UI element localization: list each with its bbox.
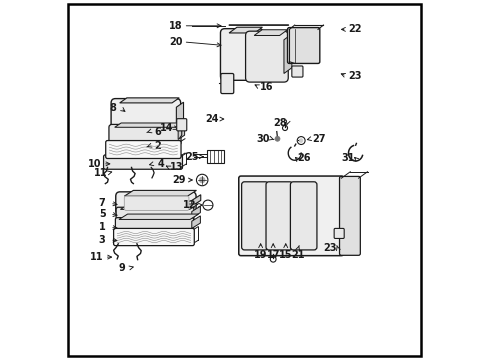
Polygon shape xyxy=(191,195,201,206)
FancyBboxPatch shape xyxy=(291,66,303,77)
Polygon shape xyxy=(119,214,198,220)
Text: 22: 22 xyxy=(347,24,361,35)
FancyBboxPatch shape xyxy=(265,182,292,250)
FancyBboxPatch shape xyxy=(116,207,194,222)
Text: 5: 5 xyxy=(99,209,105,219)
FancyBboxPatch shape xyxy=(109,125,181,145)
Bar xyxy=(206,150,224,163)
Polygon shape xyxy=(191,216,200,228)
Polygon shape xyxy=(120,204,198,210)
FancyBboxPatch shape xyxy=(105,140,181,158)
FancyBboxPatch shape xyxy=(111,99,180,132)
Text: 20: 20 xyxy=(168,37,182,47)
Text: 14: 14 xyxy=(160,123,173,133)
Text: 13: 13 xyxy=(170,162,183,172)
Polygon shape xyxy=(258,32,266,72)
Text: 31: 31 xyxy=(340,153,354,163)
Text: 7: 7 xyxy=(99,198,105,208)
FancyBboxPatch shape xyxy=(103,155,182,169)
FancyBboxPatch shape xyxy=(245,31,287,82)
FancyBboxPatch shape xyxy=(238,176,343,256)
FancyBboxPatch shape xyxy=(124,196,188,211)
FancyBboxPatch shape xyxy=(116,192,196,215)
Text: 1: 1 xyxy=(99,222,105,232)
Text: 26: 26 xyxy=(297,153,310,163)
Text: 21: 21 xyxy=(291,249,305,260)
Text: 30: 30 xyxy=(256,134,270,144)
Text: 11: 11 xyxy=(93,168,107,178)
FancyBboxPatch shape xyxy=(333,228,344,238)
Text: 2: 2 xyxy=(154,141,161,151)
Text: 9: 9 xyxy=(118,263,125,273)
FancyBboxPatch shape xyxy=(113,228,194,246)
Polygon shape xyxy=(228,27,262,33)
FancyBboxPatch shape xyxy=(241,182,267,250)
Polygon shape xyxy=(115,123,182,127)
FancyBboxPatch shape xyxy=(220,29,263,80)
FancyBboxPatch shape xyxy=(176,119,186,131)
Text: 3: 3 xyxy=(99,235,105,245)
Text: 23: 23 xyxy=(347,71,361,81)
Text: 18: 18 xyxy=(168,21,182,31)
Polygon shape xyxy=(176,102,183,124)
FancyBboxPatch shape xyxy=(290,182,316,250)
Text: 28: 28 xyxy=(272,118,286,128)
FancyBboxPatch shape xyxy=(287,28,319,63)
FancyBboxPatch shape xyxy=(115,218,193,232)
Text: 10: 10 xyxy=(88,159,102,169)
Polygon shape xyxy=(120,98,179,103)
Circle shape xyxy=(299,139,303,142)
Text: 27: 27 xyxy=(311,134,325,144)
Text: 15: 15 xyxy=(279,249,292,260)
Polygon shape xyxy=(284,34,291,73)
Circle shape xyxy=(199,177,204,183)
FancyBboxPatch shape xyxy=(221,73,233,94)
Polygon shape xyxy=(254,30,287,36)
Text: 16: 16 xyxy=(260,82,273,92)
Text: 25: 25 xyxy=(184,152,198,162)
FancyBboxPatch shape xyxy=(339,176,360,255)
Text: 6: 6 xyxy=(154,127,161,136)
Polygon shape xyxy=(124,190,196,196)
Text: 23: 23 xyxy=(323,243,336,253)
Text: 19: 19 xyxy=(253,249,267,260)
Text: 24: 24 xyxy=(204,114,218,124)
Text: 11: 11 xyxy=(90,252,103,262)
Text: 8: 8 xyxy=(109,103,116,113)
Text: 12: 12 xyxy=(183,200,196,210)
Text: 4: 4 xyxy=(157,159,164,169)
Circle shape xyxy=(274,136,280,141)
Polygon shape xyxy=(191,206,200,218)
Text: 29: 29 xyxy=(172,175,185,185)
Text: 17: 17 xyxy=(266,249,279,260)
Polygon shape xyxy=(178,126,184,139)
